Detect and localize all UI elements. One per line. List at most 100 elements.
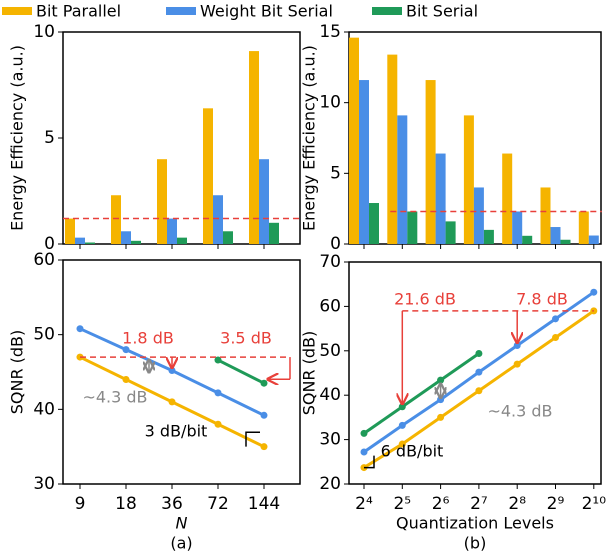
x-tick-label: 36 (161, 494, 183, 514)
annotation: ~4.3 dB (487, 402, 552, 421)
x-tick-label: 2⁸ (508, 494, 526, 514)
bar (65, 218, 75, 244)
point (475, 368, 483, 376)
legend-swatch (372, 7, 402, 15)
legend-swatch (2, 7, 32, 15)
y-axis-label: SQNR (dB) (8, 330, 27, 415)
bar (213, 195, 223, 244)
bar (483, 229, 494, 244)
bar (463, 115, 474, 245)
y-tick-label: 0 (44, 234, 55, 254)
bar (75, 237, 85, 244)
annotation: 3.5 dB (220, 329, 272, 348)
bar (588, 235, 599, 244)
bar (435, 153, 446, 244)
bar (512, 211, 523, 244)
y-tick-label: 40 (319, 385, 341, 405)
x-tick-label: 2¹⁰ (582, 494, 607, 514)
annotation: 1.8 dB (122, 329, 174, 348)
bar (540, 187, 551, 244)
point (214, 356, 222, 364)
point (360, 429, 368, 437)
point (214, 420, 222, 428)
bar (111, 195, 121, 244)
bar (578, 211, 589, 244)
x-tick-label: 18 (115, 494, 137, 514)
y-tick-label: 10 (33, 22, 55, 42)
bar (522, 235, 533, 244)
annotation: 21.6 dB (394, 290, 456, 309)
x-tick-label: 9 (75, 494, 86, 514)
point (360, 448, 368, 456)
y-axis-label: Energy Efficiency (a.u.) (8, 45, 27, 231)
bar (387, 54, 398, 244)
y-axis-label: Energy Efficiency (a.u.) (300, 45, 319, 231)
y-tick-label: 60 (33, 250, 55, 270)
caption: (a) (170, 534, 192, 553)
point (590, 288, 598, 296)
bar (203, 108, 213, 244)
point (260, 411, 268, 419)
y-tick-label: 60 (319, 296, 341, 316)
bar (349, 37, 359, 244)
bar (502, 153, 513, 244)
point (513, 360, 521, 368)
caption: (b) (464, 534, 487, 553)
x-tick-label: 2⁹ (547, 494, 565, 514)
bar (407, 211, 418, 244)
bar (445, 221, 456, 244)
series-line (363, 352, 480, 435)
bar (121, 231, 131, 244)
point (398, 421, 406, 429)
bracket (245, 431, 260, 447)
annotation: ~4.3 dB (82, 388, 147, 407)
y-tick-label: 40 (33, 399, 55, 419)
y-tick-label: 30 (319, 430, 341, 450)
y-tick-label: 10 (319, 93, 341, 113)
legend-swatch (166, 7, 196, 15)
bar (167, 218, 177, 244)
bar (177, 237, 187, 244)
annotation: 7.8 dB (516, 290, 568, 309)
bar (473, 187, 484, 244)
x-tick-label: 2⁷ (470, 494, 488, 514)
bar (550, 227, 561, 244)
x-tick-label: 2⁵ (393, 494, 411, 514)
x-tick-label: 2⁴ (355, 494, 373, 514)
point (76, 325, 84, 333)
point (475, 387, 483, 395)
y-tick-label: 15 (319, 22, 341, 42)
point (122, 346, 130, 354)
point (260, 379, 268, 387)
y-tick-label: 5 (44, 128, 55, 148)
point (214, 389, 222, 397)
plot-frame (62, 259, 301, 485)
x-tick-label: 144 (248, 494, 280, 514)
bar (131, 240, 141, 244)
point (475, 349, 483, 357)
y-tick-label: 30 (33, 474, 55, 494)
y-tick-label: 50 (33, 325, 55, 345)
point (552, 315, 559, 323)
x-axis-label: N (176, 514, 188, 533)
point (513, 341, 521, 349)
y-tick-label: 70 (319, 252, 341, 272)
x-tick-label: 72 (207, 494, 229, 514)
point (168, 367, 176, 375)
bar (369, 203, 379, 244)
bar (259, 159, 269, 244)
bar (425, 80, 436, 244)
y-tick-label: 0 (330, 234, 341, 254)
legend-label: Bit Serial (406, 2, 478, 21)
legend-label: Bit Parallel (36, 2, 121, 21)
point (398, 440, 406, 448)
y-axis-label: SQNR (dB) (300, 331, 319, 416)
point (260, 443, 268, 451)
annotation: 3 dB/bit (145, 422, 208, 441)
bar (397, 115, 408, 245)
series-line (217, 358, 265, 385)
annotation: 6 dB/bit (381, 442, 444, 461)
bar (85, 242, 95, 244)
y-tick-label: 50 (319, 341, 341, 361)
